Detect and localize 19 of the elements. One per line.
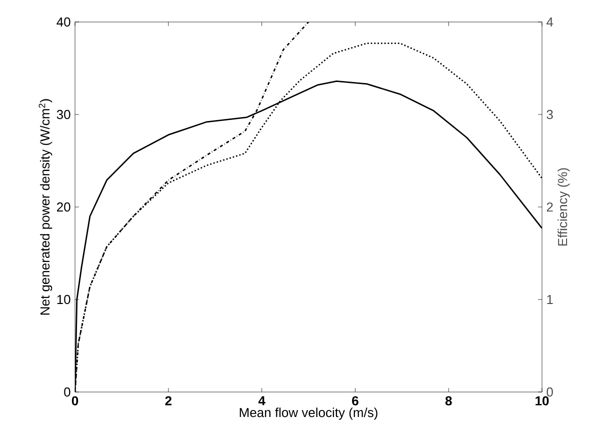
- y2-tick-label: 2: [546, 202, 553, 212]
- y-tick-label: 0: [64, 387, 70, 397]
- y-tick-label: 20: [57, 202, 70, 212]
- x-axis-title: Mean flow velocity (m/s): [240, 408, 378, 420]
- x-tick-label: 2: [165, 396, 172, 406]
- y2-tick-label: 4: [546, 18, 554, 26]
- y-tick-label: 40: [56, 17, 70, 27]
- x-tick-label: 8: [445, 396, 452, 406]
- y-tick-label: 30: [56, 110, 70, 120]
- x-tick-label: 0: [72, 396, 78, 406]
- x-tick-label: 10: [536, 396, 549, 406]
- y2-tick-label: 1: [547, 295, 553, 304]
- x-tick-label: 4: [258, 396, 266, 406]
- y-tick-label: 10: [57, 294, 70, 304]
- x-tick-label: 6: [352, 396, 358, 406]
- y2-tick-label: 0: [546, 387, 553, 397]
- y2-tick-label: 3: [546, 110, 553, 120]
- y-axis-title: Net generated power density (W/cm$^{2}$): [38, 99, 52, 315]
- y2-axis-title: Efficiency (%): [558, 168, 570, 246]
